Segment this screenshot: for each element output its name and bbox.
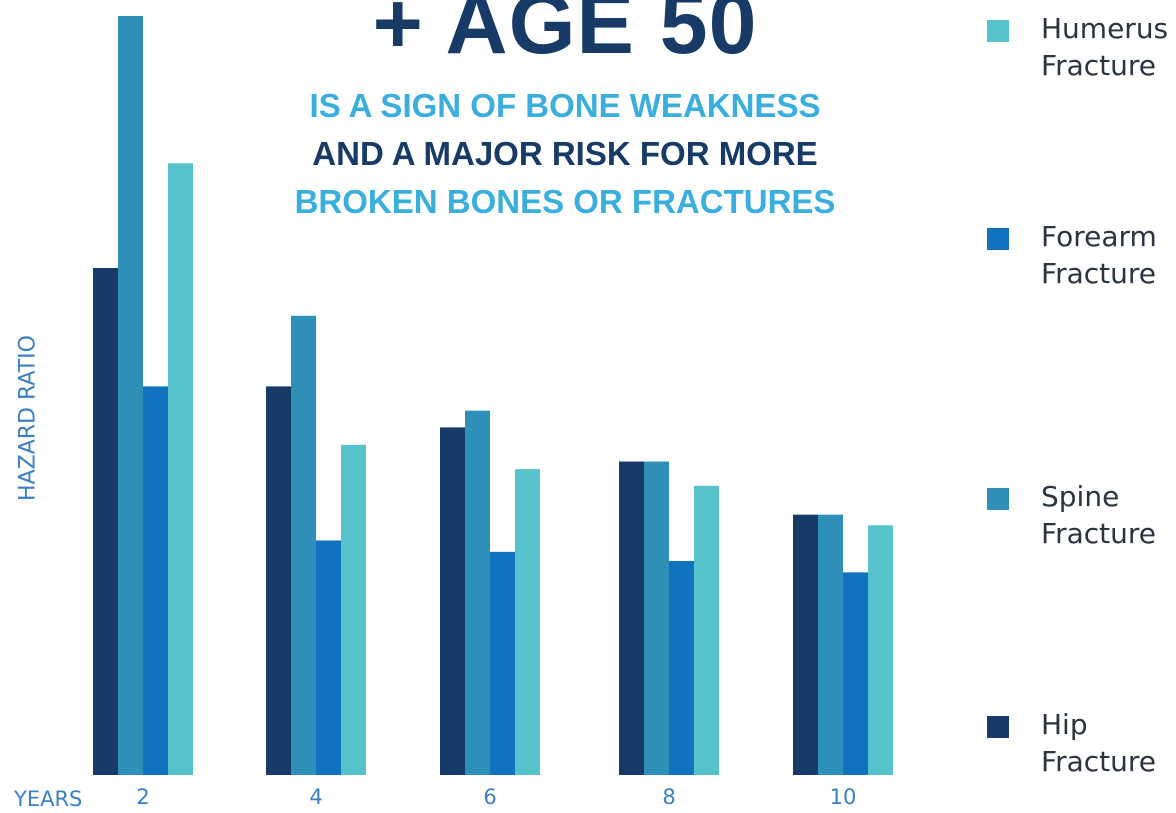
bar-humerus-year-4 <box>341 444 366 775</box>
legend-swatch <box>987 20 1009 42</box>
legend-swatch <box>987 228 1009 250</box>
bar-hip-year-6 <box>440 427 465 775</box>
legend-swatch <box>987 716 1009 738</box>
legend-label: Hip Fracture <box>1041 708 1156 778</box>
bar-spine-year-2 <box>118 16 143 775</box>
x-tick-label-4: 4 <box>309 785 323 809</box>
bar-forearm-year-2 <box>143 386 168 775</box>
headline-line-2: AND A MAJOR RISK FOR MORE <box>312 135 818 172</box>
x-tick-label-6: 6 <box>483 785 497 809</box>
bar-forearm-year-8 <box>669 560 694 775</box>
bar-forearm-year-10 <box>843 572 868 775</box>
bar-humerus-year-8 <box>694 485 719 775</box>
bar-hip-year-4 <box>266 386 291 775</box>
bar-hip-year-10 <box>793 514 818 775</box>
legend-label: Spine Fracture <box>1041 480 1156 550</box>
legend-label: Humerus Fracture <box>1041 12 1169 82</box>
y-axis-label: HAZARD RATIO <box>15 335 41 501</box>
bars-group <box>93 16 893 776</box>
x-tick-label-10: 10 <box>829 785 857 809</box>
x-axis-label: YEARS <box>14 787 83 811</box>
legend-label: Forearm Fracture <box>1041 220 1157 290</box>
bar-forearm-year-4 <box>316 540 341 775</box>
bar-humerus-year-6 <box>515 469 540 775</box>
x-tick-label-2: 2 <box>136 785 150 809</box>
bar-spine-year-6 <box>465 410 490 775</box>
bar-forearm-year-6 <box>490 551 515 775</box>
headline-line-3: BROKEN BONES OR FRACTURES <box>294 183 836 220</box>
headline-line-1: IS A SIGN OF BONE WEAKNESS <box>309 87 821 124</box>
bar-humerus-year-10 <box>868 525 893 775</box>
x-tick-label-8: 8 <box>662 785 676 809</box>
legend-swatch <box>987 488 1009 510</box>
bar-spine-year-4 <box>291 315 316 775</box>
bar-spine-year-8 <box>644 461 669 775</box>
bar-spine-year-10 <box>818 514 843 775</box>
bar-hip-year-8 <box>619 461 644 775</box>
headline-title: + AGE 50 <box>372 0 758 72</box>
bar-hip-year-2 <box>93 267 118 775</box>
bar-humerus-year-2 <box>168 163 193 776</box>
